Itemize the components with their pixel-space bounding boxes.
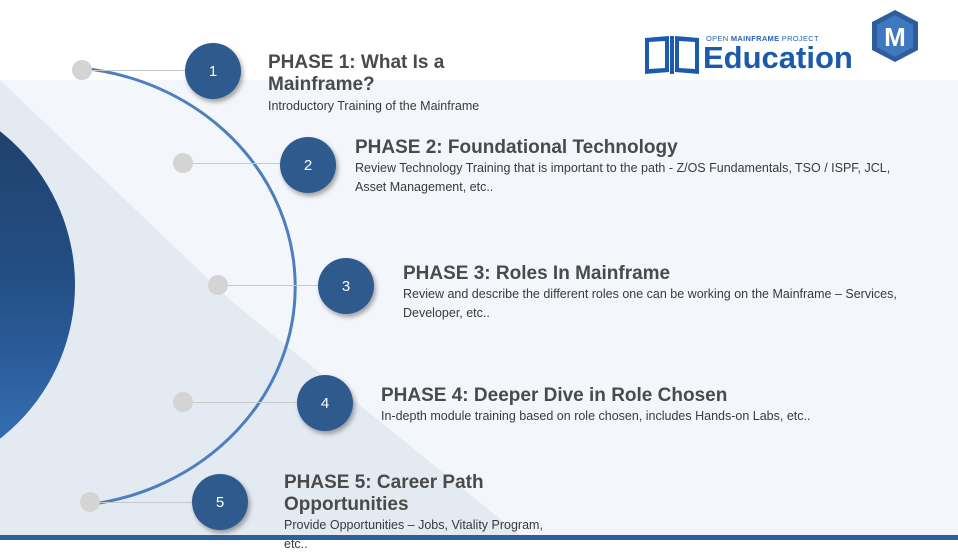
phase-3-block: PHASE 3: Roles In Mainframe Review and d…: [403, 263, 933, 323]
phase-number-badge: 4: [297, 375, 353, 431]
phase-title: PHASE 2: Foundational Technology: [355, 137, 678, 158]
open-mainframe-education-logo: OPEN MAINFRAME PROJECT Education M: [643, 10, 943, 80]
connector-line: [82, 70, 192, 71]
phase-title: PHASE 4: Deeper Dive in Role Chosen: [381, 385, 728, 406]
light-wedge-shape: [0, 80, 520, 535]
timeline-dot: [80, 492, 100, 512]
timeline-dot: [173, 392, 193, 412]
phase-description: Review and describe the different roles …: [403, 287, 897, 320]
timeline-dot: [72, 60, 92, 80]
phase-number: 3: [341, 277, 351, 295]
phase-number: 4: [320, 394, 330, 412]
phase-number-badge: 3: [318, 258, 374, 314]
m-hexagon-badge-icon: M: [872, 10, 918, 62]
phase-description: In-depth module training based on role c…: [381, 409, 811, 423]
phase-title: PHASE 5: Career Path Opportunities: [284, 472, 484, 515]
phase-number-badge: 1: [185, 43, 241, 99]
phase-4-block: PHASE 4: Deeper Dive in Role Chosen In-d…: [381, 385, 811, 426]
phase-title: PHASE 1: What Is a Mainframe?: [268, 52, 445, 95]
timeline-dot: [173, 153, 193, 173]
open-book-icon: [645, 36, 699, 74]
phase-description: Review Technology Training that is impor…: [355, 161, 891, 194]
large-half-circle: [0, 131, 75, 439]
phase-5-block: PHASE 5: Career Path Opportunities Provi…: [284, 472, 554, 554]
phase-number: 5: [215, 493, 225, 511]
timeline-arc: [79, 66, 297, 507]
timeline-dot: [208, 275, 228, 295]
phase-number: 1: [208, 62, 218, 80]
decorative-graphics: [0, 66, 520, 535]
phase-1-block: PHASE 1: What Is a Mainframe? Introducto…: [268, 52, 498, 116]
phase-title: PHASE 3: Roles In Mainframe: [403, 263, 671, 284]
phase-number-badge: 5: [192, 474, 248, 530]
phase-2-block: PHASE 2: Foundational Technology Review …: [355, 137, 900, 197]
connector-line: [183, 402, 303, 403]
connector-line: [90, 502, 200, 503]
connector-line: [183, 163, 285, 164]
phase-description: Introductory Training of the Mainframe: [268, 99, 480, 113]
svg-text:M: M: [884, 22, 906, 52]
phase-number-badge: 2: [280, 137, 336, 193]
connector-line: [218, 285, 323, 286]
phase-number: 2: [303, 156, 313, 174]
bottom-accent-bar: [0, 535, 958, 540]
logo-subtitle: OPEN MAINFRAME PROJECT: [706, 34, 819, 43]
logo-wordmark: Education: [703, 40, 853, 75]
